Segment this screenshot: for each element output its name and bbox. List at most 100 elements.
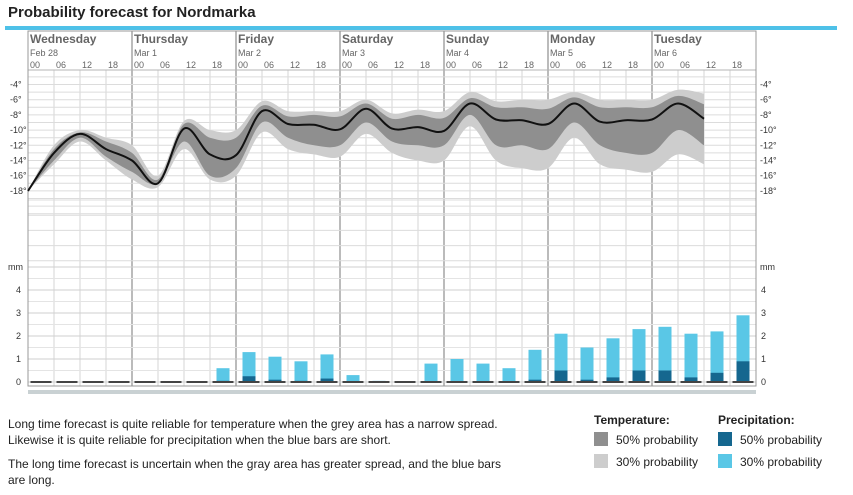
precip-zero-marker (680, 381, 702, 383)
day-name-label: Thursday (134, 32, 188, 46)
chart-grid (27, 30, 757, 387)
precip-50-bar (268, 379, 282, 382)
legend-temp-50-label: 50% probability (616, 433, 699, 447)
precip-30-bar (710, 331, 724, 382)
page-title: Probability forecast for Nordmarka (8, 4, 256, 21)
precip-30-bar (294, 361, 308, 382)
precip-30-bar (684, 333, 698, 382)
temp-axis-tick-right: -6° (760, 95, 772, 105)
precip-zero-marker (732, 381, 754, 383)
precip-30-bar (658, 326, 672, 382)
hour-tick-label: 00 (134, 60, 144, 70)
precip-30-bar (502, 368, 516, 382)
hour-tick-label: 00 (446, 60, 456, 70)
precip-30-bar (424, 363, 438, 382)
precip-50-bar (710, 372, 724, 382)
day-name-label: Monday (550, 32, 596, 46)
precip-zero-marker (472, 381, 494, 383)
temp-axis-tick-left: -8° (10, 110, 22, 120)
hour-tick-label: 00 (550, 60, 560, 70)
temp-median-line (27, 102, 705, 192)
hour-tick-label: 18 (524, 60, 534, 70)
temp-axis-tick-right: -12° (760, 140, 777, 150)
day-date-label: Mar 1 (134, 48, 157, 58)
hour-tick-label: 18 (108, 60, 118, 70)
temp-axis-tick-left: -4° (10, 80, 22, 90)
hour-tick-label: 00 (654, 60, 664, 70)
title-underline (5, 26, 837, 30)
temp-axis-tick-left: -12° (10, 140, 27, 150)
precip-zero-marker (602, 381, 624, 383)
precip-50-bar (320, 378, 334, 382)
precip-zero-marker (238, 381, 260, 383)
day-name-label: Sunday (446, 32, 490, 46)
precip-50-bar (736, 361, 750, 382)
legend-precip-50-label: 50% probability (740, 433, 823, 447)
precip-50-bar (632, 370, 646, 382)
hour-tick-label: 06 (264, 60, 274, 70)
precip-zero-marker (628, 381, 650, 383)
precip-30-bar (554, 333, 568, 382)
precip-30-bar (320, 354, 334, 382)
precip-zero-marker (524, 381, 546, 383)
hour-tick-label: 06 (576, 60, 586, 70)
precip-50-bar (242, 376, 256, 382)
hour-tick-label: 12 (186, 60, 196, 70)
precip-50-bar (554, 370, 568, 382)
hour-tick-label: 06 (56, 60, 66, 70)
precip-zero-marker (160, 381, 182, 383)
hour-tick-label: 00 (342, 60, 352, 70)
precip-50-bar (528, 379, 542, 382)
precip-axis-tick-left: 4 (16, 285, 21, 295)
precip-zero-marker (82, 381, 104, 383)
temp-axis-tick-left: -18° (10, 186, 27, 196)
hour-tick-label: 12 (290, 60, 300, 70)
temp-axis-tick-right: -18° (760, 186, 777, 196)
precip-zero-marker (316, 381, 338, 383)
precip-50-bar (606, 377, 620, 382)
hour-tick-label: 18 (732, 60, 742, 70)
hour-tick-label: 18 (316, 60, 326, 70)
precip-30-bar (632, 329, 646, 382)
hour-tick-label: 06 (160, 60, 170, 70)
precip-50-bar (658, 370, 672, 382)
precip-zero-marker (30, 381, 52, 383)
day-name-label: Friday (238, 32, 274, 46)
temp-axis-tick-left: -10° (10, 125, 27, 135)
day-name-label: Wednesday (30, 32, 97, 46)
hour-tick-label: 12 (498, 60, 508, 70)
precip-zero-marker (446, 381, 468, 383)
hour-tick-label: 18 (420, 60, 430, 70)
hour-tick-label: 12 (706, 60, 716, 70)
precip-unit-right: mm (760, 262, 775, 272)
temp-axis-tick-right: -4° (760, 80, 772, 90)
temp-axis-tick-right: -16° (760, 171, 777, 181)
precip-30-bar (450, 359, 464, 382)
day-name-label: Saturday (342, 32, 394, 46)
hour-tick-label: 06 (368, 60, 378, 70)
temp-axis-tick-left: -14° (10, 156, 27, 166)
precip-30-bar (476, 363, 490, 382)
legend-temp-30-swatch (594, 454, 608, 468)
temp-axis-tick-left: -6° (10, 95, 22, 105)
precip-axis-tick-right: 2 (761, 331, 766, 341)
precip-zero-marker (264, 381, 286, 383)
hour-tick-label: 00 (30, 60, 40, 70)
temp-axis-tick-right: -8° (760, 110, 772, 120)
precip-50-bar (580, 379, 594, 382)
precip-axis-tick-right: 1 (761, 354, 766, 364)
legend-precip-30-swatch (718, 454, 732, 468)
precip-zero-marker (108, 381, 130, 383)
precip-axis-tick-right: 4 (761, 285, 766, 295)
hour-tick-label: 06 (472, 60, 482, 70)
precip-unit-left: mm (8, 262, 23, 272)
precip-axis-tick-left: 2 (16, 331, 21, 341)
precip-zero-marker (212, 381, 234, 383)
precip-axis-tick-left: 1 (16, 354, 21, 364)
hour-tick-label: 12 (394, 60, 404, 70)
precip-30-bar (216, 368, 230, 382)
precip-zero-marker (654, 381, 676, 383)
precip-zero-marker (56, 381, 78, 383)
day-date-label: Mar 3 (342, 48, 365, 58)
